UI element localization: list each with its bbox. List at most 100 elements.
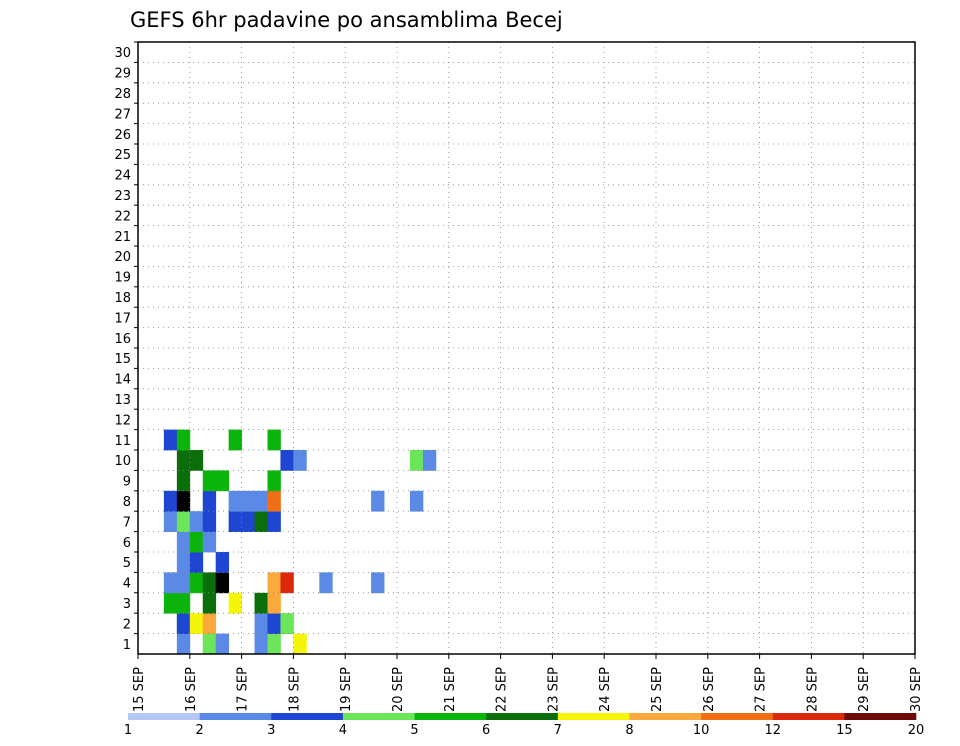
heatmap-cell bbox=[280, 613, 294, 634]
heatmap-cell bbox=[228, 511, 242, 532]
y-tick-label: 30 bbox=[114, 46, 131, 61]
heatmap-cell bbox=[202, 613, 217, 634]
heatmap-cell bbox=[176, 613, 191, 634]
legend-level-label: 20 bbox=[908, 723, 925, 738]
legend-level-label: 3 bbox=[267, 723, 275, 738]
heatmap-cell bbox=[228, 429, 242, 451]
y-tick-label: 14 bbox=[114, 373, 131, 388]
heatmap-cell bbox=[409, 450, 424, 471]
legend-level-label: 12 bbox=[764, 723, 781, 738]
x-tick-label: 26 SEP bbox=[702, 667, 717, 712]
heatmap-cell bbox=[267, 592, 281, 614]
heatmap-cell bbox=[254, 511, 268, 532]
x-tick-label: 15 SEP bbox=[132, 667, 147, 712]
y-axis: 1234567891011121314151617181920212223242… bbox=[114, 41, 138, 653]
y-tick-label: 12 bbox=[114, 413, 131, 428]
legend-level-label: 10 bbox=[693, 723, 710, 738]
heatmap-cell bbox=[176, 633, 191, 655]
heatmap-cell bbox=[163, 572, 178, 594]
heatmap-cell bbox=[202, 633, 217, 655]
y-tick-label: 6 bbox=[123, 536, 131, 551]
legend-swatch bbox=[557, 713, 630, 720]
y-tick-label: 16 bbox=[114, 332, 131, 347]
heatmap-cell bbox=[215, 633, 230, 655]
heatmap-cell bbox=[267, 429, 281, 451]
legend-swatch bbox=[701, 713, 774, 720]
heatmap-cell bbox=[163, 429, 178, 451]
y-tick-label: 17 bbox=[114, 311, 131, 326]
heatmap-cell bbox=[176, 592, 191, 614]
heatmap-cell bbox=[409, 490, 424, 512]
y-tick-label: 13 bbox=[114, 393, 131, 408]
heatmap-cell bbox=[189, 613, 204, 634]
heatmap-cell bbox=[202, 531, 217, 553]
heatmap-cell bbox=[176, 511, 191, 532]
heatmap-cell bbox=[176, 531, 191, 553]
y-tick-label: 28 bbox=[114, 87, 131, 102]
heatmap-cell bbox=[241, 490, 255, 512]
x-tick-label: 21 SEP bbox=[443, 667, 458, 712]
y-tick-label: 9 bbox=[123, 475, 131, 490]
heatmap-cell bbox=[254, 490, 268, 512]
legend-swatch bbox=[844, 713, 917, 720]
legend-swatch bbox=[128, 713, 200, 720]
legend-swatch bbox=[271, 713, 344, 720]
heatmap-cell bbox=[215, 552, 230, 573]
heatmap-cell bbox=[176, 429, 191, 451]
heatmap-cell bbox=[422, 450, 437, 471]
x-tick-label: 20 SEP bbox=[391, 667, 406, 712]
heatmap-cell bbox=[293, 450, 307, 471]
x-tick-label: 27 SEP bbox=[754, 667, 769, 712]
heatmap-cell bbox=[267, 511, 281, 532]
heatmap-cell bbox=[280, 572, 294, 594]
heatmap-cell bbox=[176, 572, 191, 594]
heatmap-cell bbox=[267, 633, 281, 655]
legend-swatch bbox=[629, 713, 702, 720]
legend-level-label: 5 bbox=[410, 723, 418, 738]
heatmap-cell bbox=[202, 511, 217, 532]
y-tick-label: 4 bbox=[123, 577, 131, 592]
heatmap-cell bbox=[176, 450, 191, 471]
legend-swatch bbox=[414, 713, 487, 720]
legend-swatch bbox=[342, 713, 415, 720]
heatmap-cell bbox=[254, 633, 268, 655]
heatmap-cell bbox=[163, 490, 178, 512]
y-tick-label: 10 bbox=[114, 454, 131, 469]
x-axis: 15 SEP 16 SEP 17 SEP 18 SEP 19 SEP 20 SEP 21 S… bbox=[132, 654, 924, 712]
x-tick-label: 17 SEP bbox=[236, 667, 251, 712]
y-tick-label: 27 bbox=[114, 107, 131, 122]
legend-level-label: 1 bbox=[124, 723, 132, 738]
x-tick-label: 16 SEP bbox=[184, 667, 199, 712]
heatmap-cell bbox=[254, 613, 268, 634]
x-tick-label: 29 SEP bbox=[857, 667, 872, 712]
heatmap-cell bbox=[202, 490, 217, 512]
heatmap-cell bbox=[189, 531, 204, 553]
heatmap-cell bbox=[202, 592, 217, 614]
legend-level-label: 4 bbox=[339, 723, 347, 738]
legend-swatch bbox=[772, 713, 845, 720]
chart-title: GEFS 6hr padavine po ansamblima Becej bbox=[130, 8, 563, 32]
x-tick-label: 25 SEP bbox=[650, 667, 665, 712]
legend-swatch bbox=[199, 713, 272, 720]
heatmap-cell bbox=[267, 490, 281, 512]
legend-level-label: 8 bbox=[625, 723, 633, 738]
y-tick-label: 3 bbox=[123, 597, 131, 612]
color-legend: 1 2 3 4 5 6 7 8 10 12 15 20 bbox=[124, 713, 924, 738]
y-tick-label: 20 bbox=[114, 250, 131, 265]
x-tick-label: 24 SEP bbox=[598, 667, 613, 712]
heatmap-cell bbox=[293, 633, 307, 655]
heatmap-cell bbox=[280, 450, 294, 471]
x-tick-label: 23 SEP bbox=[546, 667, 561, 712]
y-tick-label: 25 bbox=[114, 148, 131, 163]
y-tick-label: 23 bbox=[114, 189, 131, 204]
heatmap-cell bbox=[267, 613, 281, 634]
y-tick-label: 8 bbox=[123, 495, 131, 510]
heatmap-cell bbox=[189, 572, 204, 594]
x-tick-label: 19 SEP bbox=[339, 667, 354, 712]
heatmap-cell bbox=[254, 592, 268, 614]
legend-swatch bbox=[486, 713, 559, 720]
heatmap-cell bbox=[215, 572, 230, 594]
legend-level-label: 15 bbox=[836, 723, 853, 738]
